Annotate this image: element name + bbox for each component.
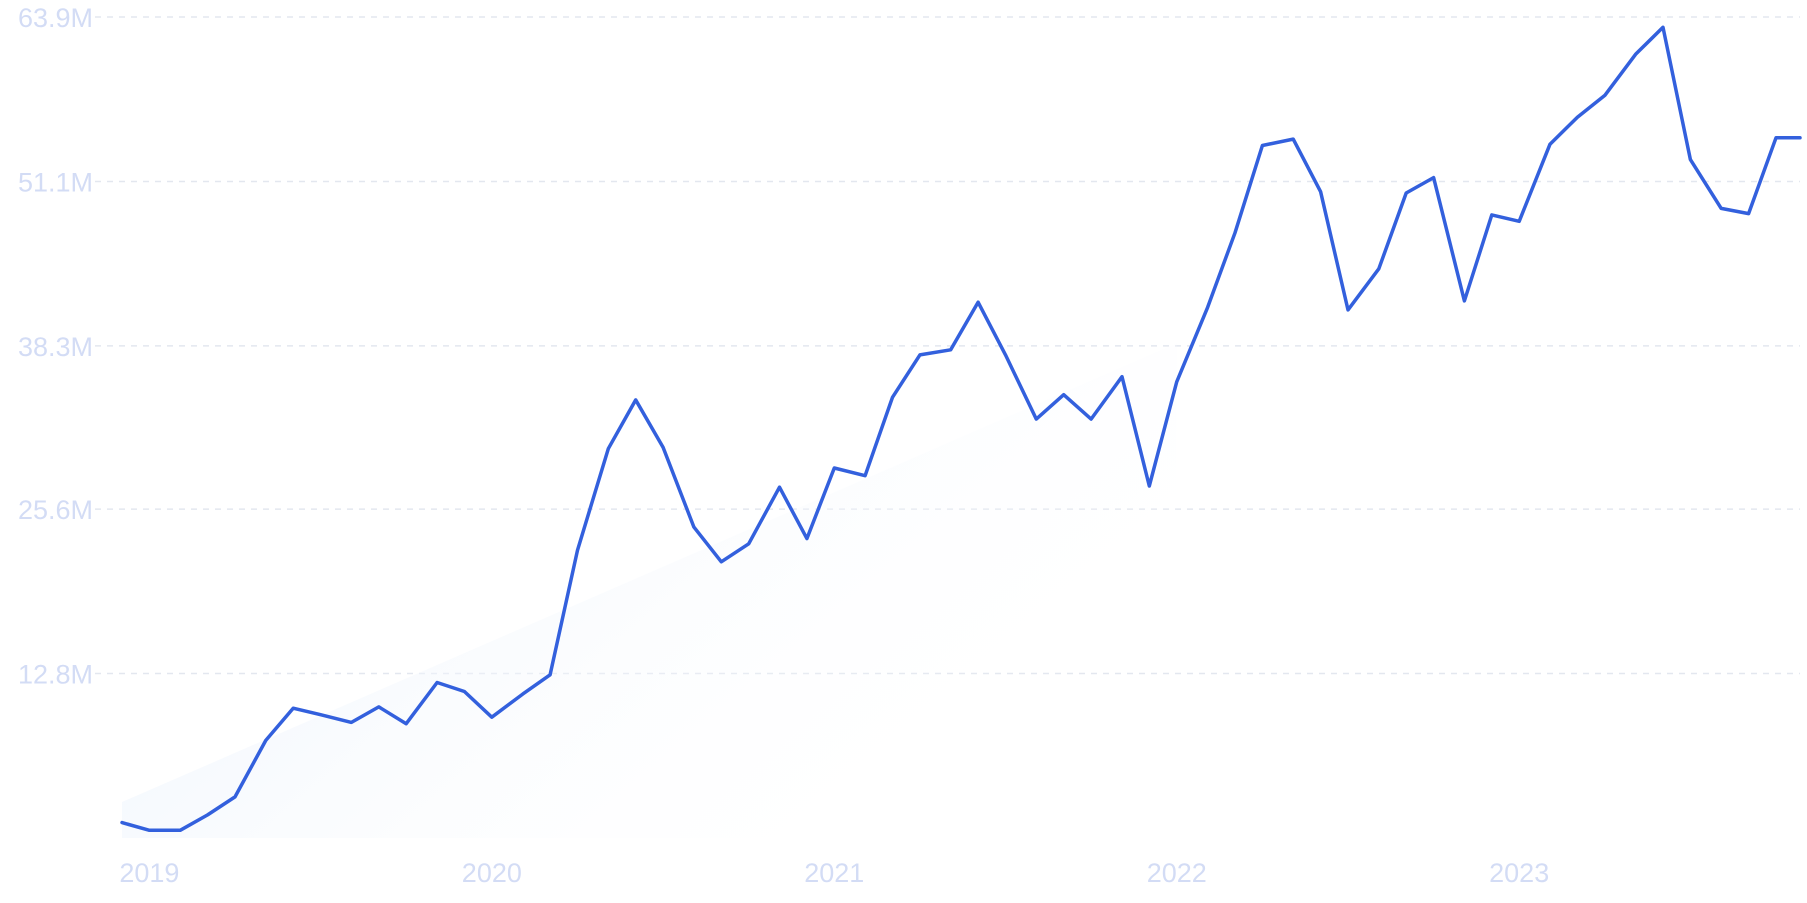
y-tick-label: 63.9M: [18, 3, 93, 33]
x-tick-label: 2021: [804, 858, 864, 888]
x-tick-label: 2019: [119, 858, 179, 888]
x-tick-label: 2023: [1489, 858, 1549, 888]
y-axis: 12.8M 25.6M 38.3M 51.1M 63.9M: [18, 3, 93, 690]
series-line: [120, 25, 1802, 833]
x-tick-label: 2020: [462, 858, 522, 888]
y-tick-label: 12.8M: [18, 660, 93, 690]
trend-area-fill: [122, 343, 1177, 838]
series-layer: [120, 25, 1802, 833]
x-tick-label: 2022: [1147, 858, 1207, 888]
y-tick-label: 51.1M: [18, 167, 93, 197]
trend-area: [122, 343, 1177, 838]
x-axis: 2019 2020 2021 2022 2023: [119, 858, 1549, 888]
y-tick-label: 38.3M: [18, 332, 93, 362]
y-tick-label: 25.6M: [18, 495, 93, 525]
